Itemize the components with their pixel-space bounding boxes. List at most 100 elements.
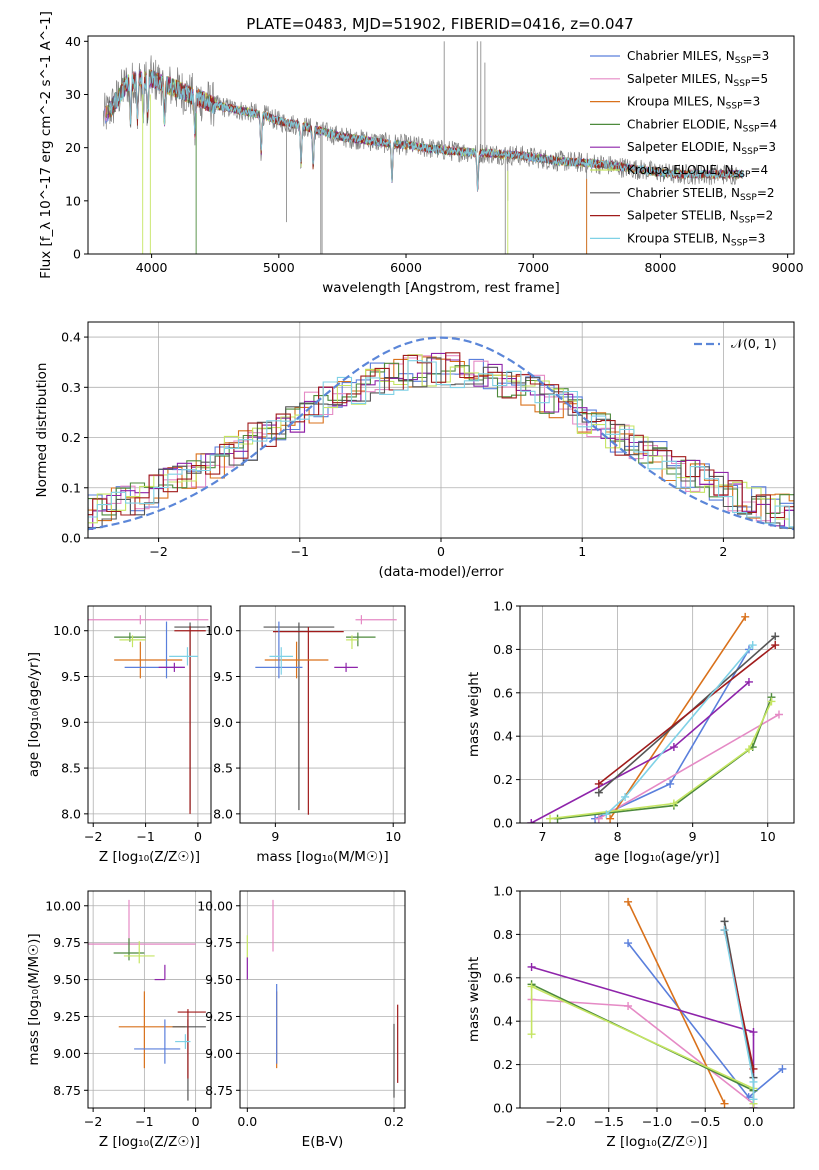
x-tick-label: 8 [614, 829, 622, 844]
x-axis-label: mass [log₁₀(M/M☉)] [256, 849, 388, 865]
mass-vs-metallicity-panel: −2 −1 0 8.75 9.00 9.25 9.50 9.75 10.00 Z [log₁₀(Z… [26, 890, 212, 1150]
x-tick-label: 0 [437, 544, 445, 559]
y-tick-label: 0.2 [493, 772, 513, 787]
weight-point-marker [720, 917, 729, 926]
x-axis-label: wavelength [Angstrom, rest frame] [322, 280, 560, 296]
weight-point-marker [767, 697, 776, 706]
legend-label: Chabrier MILES, NSSP=3 [627, 49, 769, 66]
y-tick-label: 0.0 [493, 1101, 513, 1116]
weight-vs-age-panel: 7 8 9 10 0.0 0.2 0.4 0.6 0.8 1.0 age [log₁₀(age/yr… [466, 599, 795, 865]
y-axis-label: age [log₁₀(age/yr)] [26, 652, 42, 777]
weight-point-marker [527, 962, 536, 971]
x-tick-label: −1 [136, 829, 154, 844]
y-tick-label: 8.75 [205, 1083, 233, 1098]
y-tick-label: 20 [65, 140, 81, 155]
x-tick-label: 7 [539, 829, 547, 844]
y-tick-label: 9.5 [61, 669, 81, 684]
x-tick-label: −2 [149, 544, 167, 559]
y-tick-label: 1.0 [493, 884, 513, 899]
residuals-panel: −2 −1 0 1 2 0.0 0.1 0.2 0.3 0.4 (data-model)/error… [34, 321, 795, 580]
legend-label: Salpeter MILES, NSSP=5 [627, 72, 768, 89]
figure-title: PLATE=0483, MJD=51902, FIBERID=0416, z=0… [246, 15, 633, 33]
normal-distribution-curve [88, 336, 794, 531]
y-tick-label: 1.0 [493, 599, 513, 614]
age-vs-metallicity-panel: −2 −1 0 8.0 8.5 9.0 9.5 10.0 Z [log₁₀(Z/Z☉)] age … [26, 605, 212, 865]
y-tick-label: 0.0 [493, 816, 513, 831]
mass-vs-extinction-panel: 0.0 0.2 8.75 9.00 9.25 9.50 9.75 10.00 E(B-V) [197, 890, 406, 1150]
axes-frame [239, 605, 406, 824]
y-tick-label: 0.4 [493, 729, 513, 744]
y-axis-label: mass weight [466, 957, 482, 1042]
weight-point-marker [744, 745, 753, 754]
axes: −2 −1 0 8.0 8.5 9.0 9.5 10.0 Z [log₁₀(Z/Z☉)] age … [26, 605, 212, 865]
y-tick-label: 8.0 [61, 806, 81, 821]
weight-point-marker [741, 612, 750, 621]
x-tick-label: 1 [578, 544, 586, 559]
weight-point-marker [744, 677, 753, 686]
y-tick-label: 8.5 [213, 761, 233, 776]
plot-area [527, 897, 787, 1108]
y-axis-label: Flux [f_λ 10^-17 erg cm^-2 s^-1 A^-1] [38, 11, 54, 279]
weight-point-marker [527, 1030, 536, 1039]
weight-point-marker [606, 814, 615, 823]
x-axis-label: (data-model)/error [378, 564, 504, 580]
plot-area [102, 41, 744, 254]
y-tick-label: 9.50 [205, 972, 233, 987]
weight-series-line [609, 616, 746, 820]
weight-point-marker [748, 641, 757, 650]
x-axis-label: age [log₁₀(age/yr)] [594, 849, 719, 865]
x-tick-label: −0.5 [690, 1114, 720, 1129]
residual-histogram [88, 352, 794, 519]
x-tick-label: 4000 [136, 260, 168, 275]
residual-histogram [88, 357, 794, 529]
weight-point-marker [771, 641, 780, 650]
x-tick-label: 0 [194, 829, 202, 844]
y-tick-label: 9.00 [53, 1046, 81, 1061]
weight-point-marker [749, 1028, 758, 1037]
model-spectrum-line [109, 70, 744, 192]
y-tick-label: 9.75 [205, 935, 233, 950]
plot-area [246, 899, 399, 1098]
weight-point-marker [749, 1095, 758, 1104]
x-tick-label: 9 [271, 829, 279, 844]
plot-area [88, 615, 209, 814]
grid-lines [88, 891, 211, 1108]
axes-frame [87, 605, 212, 824]
y-axis-label: Normed distribution [34, 363, 50, 498]
weight-point-marker [669, 743, 678, 752]
legend-label: Salpeter STELIB, NSSP=2 [627, 209, 773, 226]
axes: 9 10 8.0 8.5 9.0 9.5 10.0 mass [log₁₀(M/M☉)] [205, 605, 406, 865]
x-tick-label: 9 [689, 829, 697, 844]
legend-label: Salpeter ELODIE, NSSP=3 [627, 140, 776, 157]
y-tick-label: 8.0 [213, 806, 233, 821]
y-tick-label: 0.4 [493, 1014, 513, 1029]
y-tick-label: 9.5 [213, 669, 233, 684]
x-tick-label: 6000 [390, 260, 422, 275]
axes-frame [87, 890, 212, 1109]
weight-series-line [598, 713, 780, 820]
legend-label: Kroupa STELIB, NSSP=3 [627, 231, 765, 248]
plot-area [88, 336, 794, 532]
x-axis-label: Z [log₁₀(Z/Z☉)] [606, 1134, 707, 1150]
y-tick-label: 0.1 [61, 480, 81, 495]
residual-legend: 𝒩(0, 1) [694, 336, 777, 351]
y-tick-label: 30 [65, 87, 81, 102]
weight-series-line [627, 901, 726, 1105]
x-tick-label: −1 [135, 1114, 153, 1129]
residual-histogram [88, 360, 794, 528]
axes-frame [87, 35, 795, 255]
y-tick-label: 0.8 [493, 642, 513, 657]
y-tick-label: 9.25 [205, 1009, 233, 1024]
axes: 4000 5000 6000 7000 8000 9000 0 10 20 30 40 wavelen… [38, 11, 804, 296]
weight-point-marker [669, 799, 678, 808]
y-tick-label: 0.6 [493, 970, 513, 985]
x-tick-label: 8000 [645, 260, 677, 275]
axes: −2 −1 0 8.75 9.00 9.25 9.50 9.75 10.00 Z [log₁₀(Z… [26, 890, 212, 1150]
y-tick-label: 10.00 [45, 898, 81, 913]
y-tick-label: 0.6 [493, 685, 513, 700]
weight-vs-metallicity-panel: −2.0 −1.5 −1.0 −0.5 0.0 0.0 0.2 0.4 0.6 0.8 1.0 Z [… [466, 884, 795, 1150]
weight-point-marker [624, 897, 633, 906]
weight-point-marker [602, 810, 611, 819]
x-axis-label: Z [log₁₀(Z/Z☉)] [99, 849, 200, 865]
